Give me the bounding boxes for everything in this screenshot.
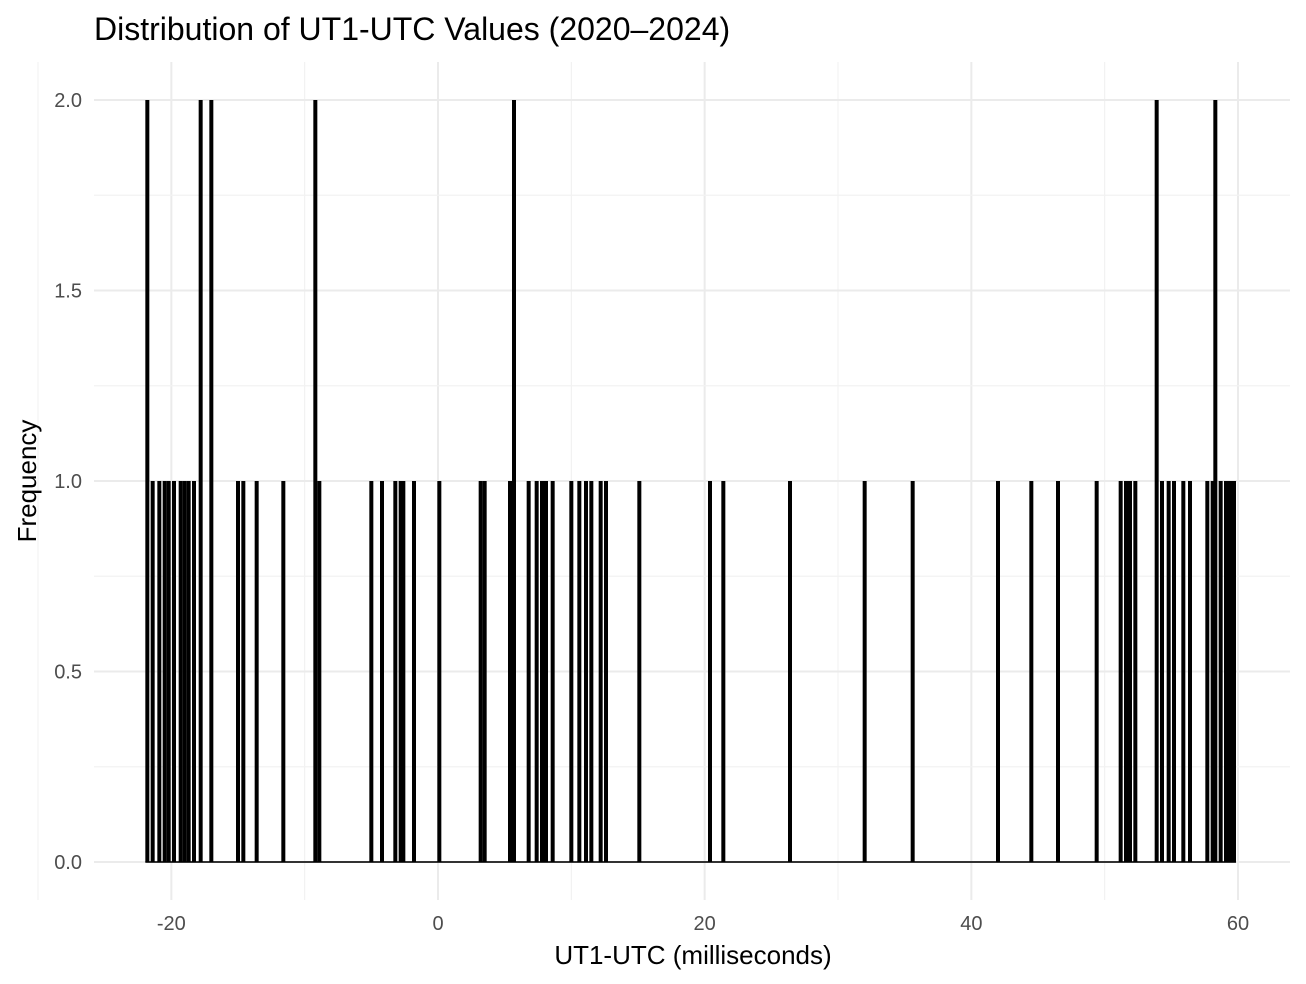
x-tick-label: 60: [1227, 913, 1249, 935]
y-tick-label: 2.0: [54, 90, 82, 112]
bars: [145, 100, 1236, 862]
y-tick-label: 1.5: [54, 281, 82, 303]
x-tick-label: 20: [694, 913, 716, 935]
grid: [37, 62, 1290, 900]
chart-title: Distribution of UT1-UTC Values (2020–202…: [94, 11, 730, 47]
y-axis-ticks: 0.0 0.5 1.0 1.5 2.0: [54, 90, 82, 874]
x-axis-label: UT1-UTC (milliseconds): [554, 940, 831, 970]
x-tick-label: 0: [432, 913, 443, 935]
y-tick-label: 1.0: [54, 471, 82, 493]
y-tick-label: 0.5: [54, 662, 82, 684]
x-tick-label: 40: [960, 913, 982, 935]
y-axis-label: Frequency: [12, 420, 42, 543]
x-tick-label: -20: [157, 913, 186, 935]
x-axis-ticks: -20 0 20 40 60: [157, 913, 1249, 935]
y-tick-label: 0.0: [54, 852, 82, 874]
